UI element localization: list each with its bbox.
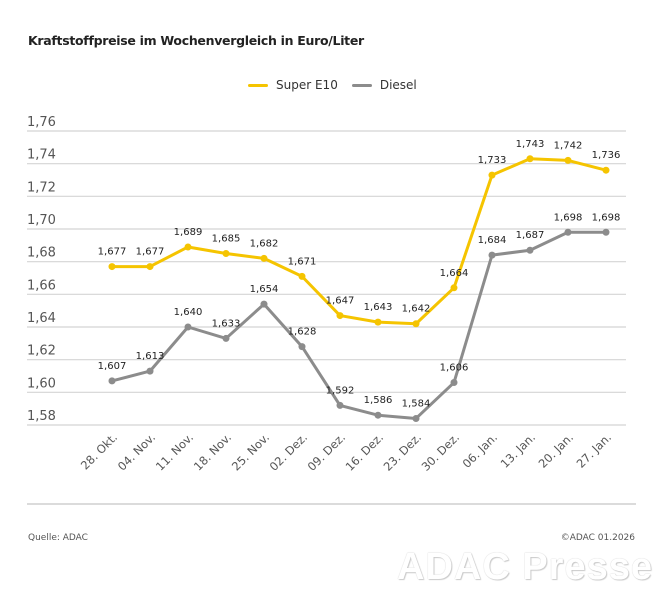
data-point (108, 263, 116, 271)
data-label: 1,677 (98, 247, 127, 258)
data-label: 1,606 (440, 363, 469, 374)
data-label: 1,628 (288, 327, 317, 338)
legend-swatch-super-e10 (248, 83, 268, 87)
watermark-logo: ADAC Presse (397, 546, 653, 588)
data-point (260, 300, 268, 308)
data-label: 1,743 (516, 139, 545, 150)
data-point (298, 272, 306, 280)
data-point (564, 228, 572, 236)
data-label: 1,677 (136, 247, 165, 258)
x-tick-label: 04. Nov. (115, 430, 158, 473)
chart-title: Kraftstoffpreise im Wochenvergleich in E… (28, 33, 364, 48)
legend-item-diesel[interactable]: Diesel (351, 78, 417, 92)
data-point (146, 263, 154, 271)
x-tick-label: 20. Jan. (536, 430, 577, 471)
data-label: 1,584 (402, 398, 431, 409)
data-label: 1,640 (174, 307, 203, 318)
data-point (374, 318, 382, 326)
y-tick-label: 1,70 (27, 213, 56, 228)
data-point (184, 243, 192, 251)
x-tick-label: 28. Okt. (78, 430, 120, 472)
data-label: 1,689 (174, 227, 203, 238)
y-tick-label: 1,72 (27, 180, 56, 195)
data-point (336, 312, 344, 320)
data-label: 1,642 (402, 304, 431, 315)
data-label: 1,633 (212, 318, 241, 329)
data-label: 1,671 (288, 256, 317, 267)
x-tick-label: 27. Jan. (574, 430, 615, 471)
data-point (450, 379, 458, 387)
data-label: 1,682 (250, 238, 279, 249)
x-tick-label: 16. Dez. (343, 430, 387, 474)
x-tick-label: 13. Jan. (498, 430, 539, 471)
x-tick-label: 06. Jan. (460, 430, 501, 471)
y-tick-label: 1,74 (27, 148, 56, 163)
y-tick-label: 1,76 (27, 115, 56, 130)
y-tick-label: 1,60 (27, 376, 56, 391)
y-tick-label: 1,68 (27, 246, 56, 261)
data-point (450, 284, 458, 292)
data-point (336, 401, 344, 409)
data-label: 1,643 (364, 302, 393, 313)
data-label: 1,664 (440, 268, 469, 279)
data-point (222, 334, 230, 342)
data-point (488, 251, 496, 259)
data-point (526, 155, 534, 163)
y-tick-label: 1,58 (27, 409, 56, 424)
x-tick-label: 30. Dez. (419, 430, 463, 474)
data-label: 1,647 (326, 296, 355, 307)
copyright-note: ©ADAC 01.2026 (560, 533, 635, 543)
y-tick-label: 1,62 (27, 344, 56, 359)
data-point (602, 228, 610, 236)
data-point (146, 367, 154, 375)
data-label: 1,733 (478, 155, 507, 166)
y-tick-label: 1,66 (27, 278, 56, 293)
data-point (108, 377, 116, 385)
data-point (260, 254, 268, 262)
data-label: 1,613 (136, 351, 165, 362)
legend: Super E10 Diesel (248, 78, 431, 92)
data-label: 1,607 (98, 361, 127, 372)
data-label: 1,698 (592, 212, 621, 223)
series-line-diesel (110, 230, 608, 420)
legend-label-diesel: Diesel (379, 78, 417, 92)
data-label: 1,684 (478, 235, 507, 246)
data-point (374, 411, 382, 419)
data-label: 1,586 (364, 395, 393, 406)
data-label: 1,592 (326, 385, 355, 396)
x-tick-label: 11. Nov. (153, 430, 196, 473)
data-point (602, 166, 610, 174)
series-line-super-e10 (110, 157, 608, 326)
source-note: Quelle: ADAC (28, 533, 88, 543)
data-point (412, 320, 420, 328)
data-point (488, 171, 496, 179)
data-point (526, 246, 534, 254)
y-tick-label: 1,64 (27, 311, 56, 326)
data-label: 1,742 (554, 140, 583, 151)
data-label: 1,654 (250, 284, 279, 295)
x-tick-label: 23. Dez. (381, 430, 425, 474)
legend-label-super-e10: Super E10 (276, 78, 338, 92)
legend-item-super-e10[interactable]: Super E10 (248, 78, 338, 92)
x-tick-label: 09. Dez. (305, 430, 349, 474)
data-point (298, 343, 306, 351)
data-label: 1,736 (592, 150, 621, 161)
data-point (412, 414, 420, 422)
data-label: 1,698 (554, 212, 583, 223)
data-point (564, 156, 572, 164)
x-tick-label: 25. Nov. (229, 430, 272, 473)
x-tick-label: 02. Dez. (267, 430, 311, 474)
data-point (222, 250, 230, 257)
data-point (184, 323, 192, 331)
legend-swatch-diesel (351, 83, 372, 87)
data-label: 1,685 (212, 234, 241, 245)
data-label: 1,687 (516, 230, 545, 241)
x-tick-label: 18. Nov. (191, 430, 234, 473)
